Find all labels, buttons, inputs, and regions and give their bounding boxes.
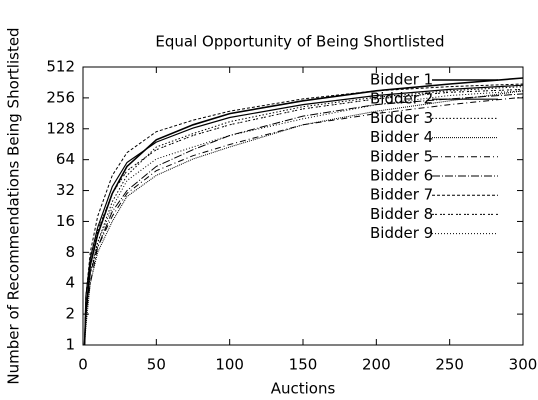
y-tick-label: 4 (65, 274, 75, 292)
y-tick-label: 8 (65, 243, 75, 261)
y-tick-label: 2 (65, 305, 75, 323)
legend-label: Bidder 4 (370, 128, 433, 146)
y-tick-label: 256 (46, 88, 75, 106)
x-tick-label: 150 (289, 356, 318, 374)
series-line (84, 93, 524, 346)
y-tick-label: 128 (46, 119, 75, 137)
series-line (84, 86, 524, 346)
x-tick-label: 300 (509, 356, 538, 374)
x-tick-label: 250 (435, 356, 464, 374)
series-line (83, 84, 524, 346)
series-line (84, 90, 524, 346)
y-tick-label: 32 (56, 181, 75, 199)
y-tick-label: 1 (65, 336, 75, 354)
y-tick-label: 16 (56, 212, 75, 230)
legend-label: Bidder 3 (370, 109, 433, 127)
legend-label: Bidder 5 (370, 147, 433, 165)
y-tick-label: 64 (56, 150, 75, 168)
legend-label: Bidder 8 (370, 205, 433, 223)
x-axis-label: Auctions (271, 380, 336, 398)
chart-title: Equal Opportunity of Being Shortlisted (155, 33, 444, 51)
legend-label: Bidder 9 (370, 224, 433, 242)
series-line (84, 88, 524, 346)
x-tick-label: 100 (215, 356, 244, 374)
x-tick-label: 200 (362, 356, 391, 374)
legend-label: Bidder 1 (370, 71, 433, 89)
series-line (84, 90, 524, 346)
series-line (84, 96, 524, 346)
legend-label: Bidder 6 (370, 167, 433, 185)
y-tick-label: 512 (46, 58, 75, 76)
x-tick-label: 0 (78, 356, 88, 374)
y-axis-label: Number of Recommendations Being Shortlis… (5, 27, 23, 384)
legend-label: Bidder 2 (370, 90, 433, 108)
series-line (84, 83, 524, 346)
x-tick-label: 50 (147, 356, 166, 374)
legend-label: Bidder 7 (370, 186, 433, 204)
